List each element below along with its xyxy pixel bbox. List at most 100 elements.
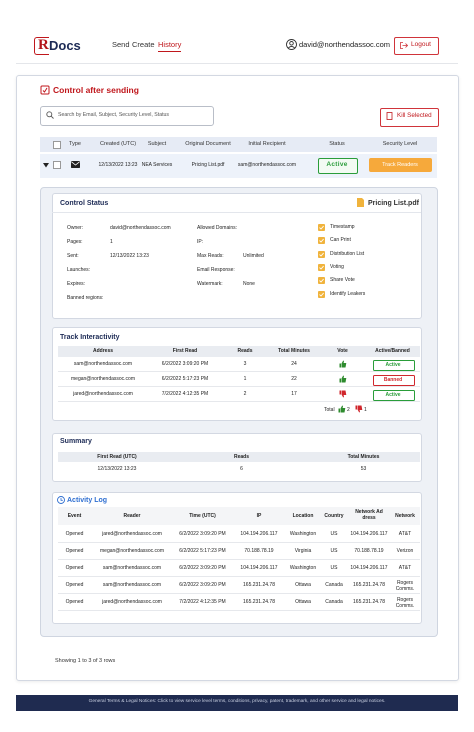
row-divider (58, 593, 420, 594)
track-readers-label[interactable]: Track Readers (382, 162, 418, 168)
nav-link-active[interactable]: History (158, 41, 182, 52)
cell: 2 (243, 391, 247, 397)
search-placeholder: Search by Email, Subject, Security Level… (58, 112, 170, 118)
status-label: Active (326, 161, 348, 168)
field-label: Allowed Domains: (197, 225, 238, 231)
column-header: Original Document (185, 141, 231, 147)
cell: 17 (291, 391, 297, 397)
field-label: Banned regions: (67, 295, 104, 301)
kill-button[interactable] (380, 108, 439, 127)
column-header: Country (324, 513, 344, 519)
cell: Opened (65, 582, 84, 588)
cell: 12/13/2022 13:23 (97, 466, 137, 472)
column-header: Status (329, 141, 345, 147)
logout-label[interactable]: Logout (411, 41, 431, 48)
cell: jared@northendassoc.com (73, 391, 133, 397)
cell: jared@northendassoc.com (102, 599, 162, 605)
footer-text[interactable]: General Terms & Legal Notices: Click to … (88, 699, 386, 704)
state-label[interactable]: Active (385, 361, 401, 368)
footer-bar (16, 695, 458, 711)
cell: 6/2/2022 3:09:20 PM (179, 582, 226, 588)
kill-label[interactable]: Kill Selected (397, 112, 432, 119)
table-header (58, 452, 420, 462)
document-name: Pricing List.pdf (368, 200, 419, 207)
cell: Washington (289, 565, 317, 571)
field-value: None (243, 281, 255, 287)
cell: Washington (289, 531, 317, 537)
column-header: Time (UTC) (189, 513, 216, 519)
track-readers-button[interactable] (369, 158, 432, 172)
cell: Verizon (396, 548, 414, 554)
cell: Opened (65, 599, 84, 605)
column-header: First Read (UTC) (97, 454, 137, 460)
cell: Canada (325, 582, 343, 588)
thumb-up (338, 405, 346, 413)
field-value: Unlimited (243, 253, 264, 259)
cell: Rogers Comms. (395, 580, 415, 592)
state-label[interactable]: Active (385, 391, 401, 398)
row-divider (58, 401, 420, 402)
cell: sam@northendassoc.com (237, 162, 297, 168)
checkbox-checked (318, 224, 325, 231)
row-divider (58, 610, 420, 611)
cell: Ottawa (295, 582, 311, 588)
nav-link[interactable]: Create (132, 40, 155, 49)
cell: 12/13/2022 13:23 (98, 162, 138, 168)
cell: Opened (65, 548, 84, 554)
cell: Virginia (294, 548, 312, 554)
cell: 7/2/2022 4:12:35 PM (179, 599, 226, 605)
checkbox-checked (318, 263, 325, 271)
cell: 24 (291, 361, 297, 367)
total-label: Total (324, 407, 335, 413)
cell: NEA Services (141, 162, 173, 168)
nav-link[interactable]: Send (112, 40, 130, 49)
checkbox-checked (318, 250, 325, 258)
state-badge[interactable] (373, 390, 415, 401)
cell: Ottawa (295, 599, 311, 605)
card-divider (52, 212, 421, 213)
field-value: 12/13/2022 13:23 (110, 253, 149, 259)
mail-icon (71, 161, 80, 168)
state-badge[interactable] (373, 360, 415, 371)
field-label: Email Response: (197, 267, 235, 273)
status-badge (318, 158, 358, 174)
logout-button[interactable] (394, 37, 439, 55)
column-header: Security Level (382, 141, 418, 147)
option-label: Timestamp (330, 224, 355, 230)
cell: Opened (65, 565, 84, 571)
expand-chevron[interactable] (43, 163, 49, 168)
checkbox[interactable] (53, 141, 61, 149)
checkbox[interactable] (53, 161, 61, 169)
column-header: Address (92, 348, 114, 354)
row-divider (58, 576, 420, 577)
cell: 22 (291, 376, 297, 382)
option-label: Voting (330, 263, 344, 270)
field-label: Max Reads: (197, 253, 224, 259)
search-box[interactable] (40, 106, 214, 126)
table-header (58, 507, 420, 525)
state-label[interactable]: Banned (383, 376, 403, 383)
column-header: Event (67, 513, 82, 519)
cell: 104.194.206.117 (350, 531, 388, 537)
state-badge[interactable] (373, 375, 415, 386)
table-header (40, 137, 437, 152)
logout-icon (400, 42, 408, 49)
table-header (58, 346, 420, 357)
cell: Canada (325, 599, 343, 605)
total-up: 2 (347, 407, 350, 413)
cell: 165.231.24.78 (243, 599, 275, 605)
column-header: Created (UTC) (99, 141, 137, 147)
option-label: Share Vote (330, 277, 355, 284)
cell: AT&T (398, 531, 412, 537)
logo-box (34, 37, 49, 55)
column-header: Total Minutes (347, 454, 380, 460)
checkbox-checked (318, 237, 325, 245)
column-header: Network Ad dress (355, 509, 383, 521)
option-label: Identify Leakers (330, 290, 366, 297)
row-divider (58, 559, 420, 560)
page-title: Control after sending (53, 85, 139, 95)
column-header: Subject (147, 141, 167, 147)
cell: 70.188.78.19 (354, 548, 384, 554)
card-title: Control Status (60, 200, 109, 207)
cell: 165.231.24.78 (353, 582, 385, 588)
